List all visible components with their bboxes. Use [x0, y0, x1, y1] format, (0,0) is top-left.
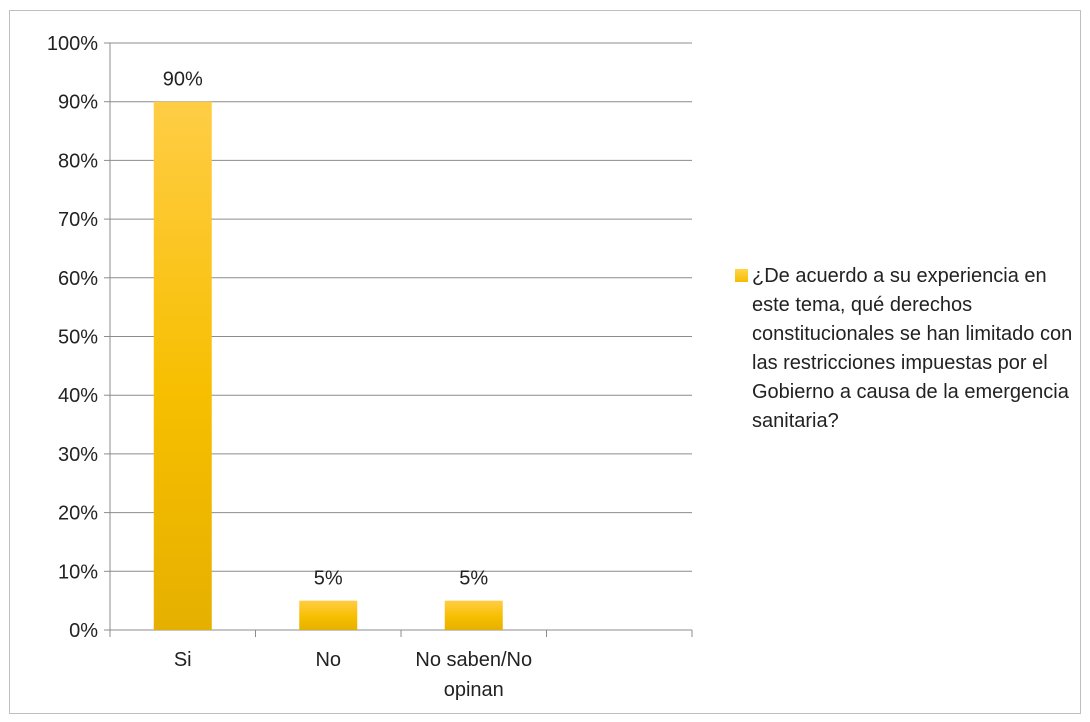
x-tick-label: No: [315, 649, 341, 671]
data-label: 90%: [163, 69, 203, 91]
x-tick-label: No saben/No opinan: [415, 649, 532, 701]
y-tick-label: 40%: [58, 385, 98, 407]
y-tick-label: 80%: [58, 150, 98, 172]
y-tick-label: 50%: [58, 327, 98, 349]
y-tick-label: 100%: [47, 33, 98, 55]
y-tick-label: 70%: [58, 209, 98, 231]
bar: [444, 600, 503, 630]
legend-swatch: [735, 269, 748, 282]
legend: ¿De acuerdo a su experiencia en este tem…: [735, 262, 1080, 436]
chart-frame: [9, 10, 1081, 714]
labels: 0% 10% 20% 30% 40% 50% 60% 70% 80% 90% 100% 90% Si 5%…: [47, 33, 532, 701]
y-tick-label: 90%: [58, 92, 98, 114]
bar: [299, 600, 358, 630]
legend-label: ¿De acuerdo a su experiencia en este tem…: [752, 265, 1073, 432]
bar: [153, 101, 212, 630]
x-tick-label: Si: [174, 649, 192, 671]
y-tick-label: 30%: [58, 444, 98, 466]
y-tick-label: 20%: [58, 503, 98, 525]
y-tick-label: 10%: [58, 561, 98, 583]
y-tick-label: 0%: [69, 620, 98, 642]
y-tick-label: 60%: [58, 268, 98, 290]
data-label: 5%: [314, 568, 343, 590]
data-label: 5%: [459, 568, 488, 590]
bars: [153, 101, 503, 630]
